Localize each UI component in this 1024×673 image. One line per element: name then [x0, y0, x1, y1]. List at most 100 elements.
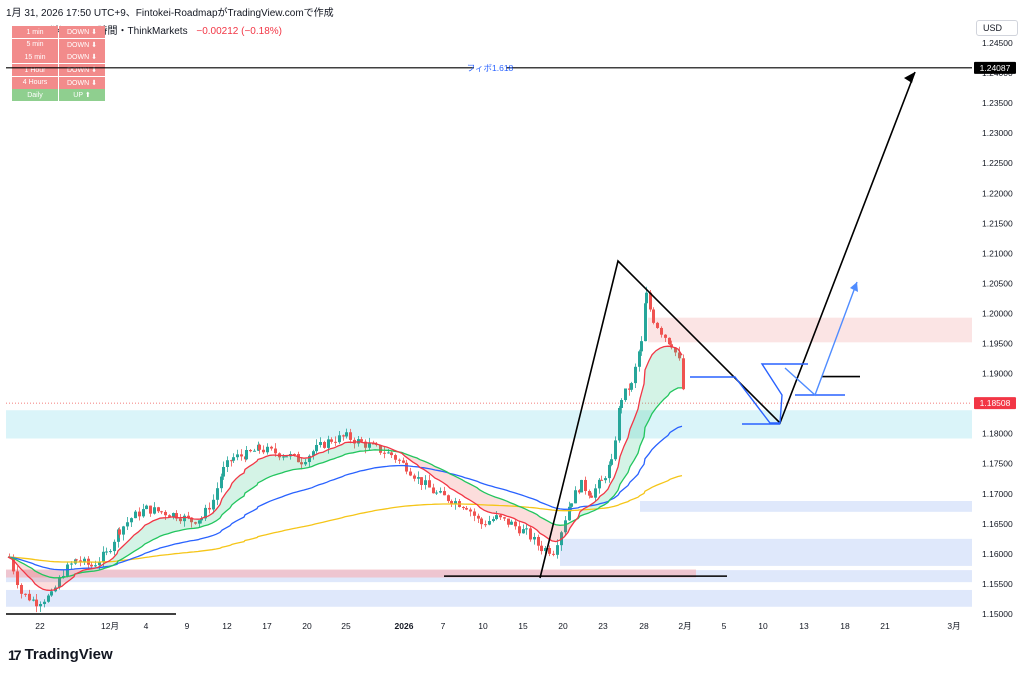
ma-cloud	[253, 461, 257, 488]
y-tick-label: 1.22500	[982, 158, 1013, 168]
mtf-trend-table: 1 min DOWN ⬇ 5 min DOWN ⬇ 15 min DOWN ⬇ 1 Hour…	[12, 26, 105, 102]
ma-cloud	[342, 442, 345, 456]
ma-cloud	[236, 475, 240, 502]
x-tick-label: 20	[302, 621, 312, 631]
candle-body	[469, 509, 472, 512]
candle-body	[32, 599, 35, 601]
ma-cloud	[297, 456, 300, 470]
blue-scenario	[690, 363, 808, 424]
candle-body	[402, 460, 405, 463]
candle-body	[590, 495, 593, 498]
candle-body	[682, 358, 685, 390]
candle-body	[24, 593, 27, 595]
candle-body	[315, 444, 318, 452]
candle-body	[678, 352, 681, 359]
ma-cloud	[315, 453, 319, 466]
candle-body	[253, 450, 256, 452]
ma-cloud	[50, 577, 54, 591]
x-tick-label: 2月	[678, 621, 691, 631]
currency-selector[interactable]: USD	[976, 20, 1018, 36]
ma-cloud	[168, 516, 172, 534]
candle-body	[122, 526, 125, 535]
ma-cloud	[190, 518, 194, 529]
ma-cloud	[499, 498, 503, 515]
candle-body	[477, 515, 480, 519]
candle-body	[594, 488, 597, 498]
candle-body	[20, 584, 23, 594]
candle-body	[126, 522, 129, 527]
mtf-timeframe: 4 Hours	[12, 76, 58, 89]
ma-cloud	[664, 346, 668, 400]
candle-body	[342, 435, 345, 437]
candle-body	[138, 511, 141, 517]
candle-body	[670, 344, 673, 348]
ma-cloud	[368, 442, 372, 451]
candle-body	[540, 545, 543, 552]
candle-body	[614, 440, 617, 460]
ma-cloud	[349, 442, 353, 454]
candle-body	[668, 337, 671, 345]
candle-body	[588, 491, 591, 496]
candle-body	[304, 462, 307, 465]
x-tick-label: 17	[262, 621, 272, 631]
x-tick-label: 7	[441, 621, 446, 631]
candle-body	[432, 487, 435, 494]
candle-body	[216, 488, 219, 500]
ma-cloud	[258, 458, 262, 483]
ma-cloud	[204, 516, 208, 526]
ma-cloud	[157, 518, 160, 538]
ma-cloud	[164, 517, 168, 535]
ma-cloud	[656, 348, 660, 409]
candle-body	[405, 462, 408, 472]
mtf-row: 4 Hours DOWN ⬇	[12, 76, 105, 89]
blue-scenario	[784, 281, 858, 397]
candle-body	[198, 520, 201, 524]
ma-cloud	[533, 512, 537, 531]
ma-cloud	[477, 487, 480, 508]
ma-cloud	[262, 456, 266, 481]
candle-body	[368, 443, 371, 448]
ma-cloud	[319, 452, 323, 464]
ma-cloud	[330, 447, 334, 460]
x-tick-label: 12	[222, 621, 232, 631]
mtf-timeframe: 1 min	[12, 26, 58, 38]
mtf-trend: DOWN ⬇	[59, 38, 105, 51]
price-change: −0.00212 (−0.18%)	[196, 26, 282, 37]
candle-body	[473, 511, 476, 516]
ma-cloud	[518, 505, 522, 523]
y-tick-label: 1.15000	[982, 609, 1013, 619]
candle-body	[222, 466, 225, 477]
x-tick-label: 10	[478, 621, 488, 631]
ma-cloud	[43, 574, 47, 591]
candle-body	[16, 571, 19, 585]
candle-body	[387, 452, 390, 454]
ma-cloud	[334, 445, 338, 459]
ma-cloud	[480, 490, 484, 511]
y-tick-label: 1.23500	[982, 98, 1013, 108]
candle-body	[274, 448, 277, 454]
candle-body	[113, 541, 116, 552]
ma-cloud	[130, 535, 134, 555]
ma-cloud	[230, 483, 232, 509]
candle-body	[628, 388, 631, 390]
candle-body	[232, 457, 235, 461]
ma-cloud	[187, 517, 190, 530]
candle-body	[488, 521, 491, 525]
candle-body	[379, 444, 382, 453]
y-tick-label: 1.22000	[982, 188, 1013, 198]
ma-cloud	[149, 520, 153, 542]
candle-body	[409, 471, 412, 476]
ma-cloud	[670, 346, 674, 393]
ma-cloud	[257, 459, 258, 486]
candle-body	[552, 553, 555, 555]
ma-cloud	[447, 471, 450, 489]
candle-body	[258, 444, 261, 450]
candle-body	[624, 388, 627, 401]
ma-cloud	[644, 369, 645, 437]
tradingview-logo[interactable]: 17 TradingView	[8, 646, 113, 663]
candle-body	[450, 501, 453, 505]
y-tick-label: 1.19500	[982, 339, 1013, 349]
candle-body	[638, 351, 641, 367]
candle-body	[360, 439, 363, 442]
